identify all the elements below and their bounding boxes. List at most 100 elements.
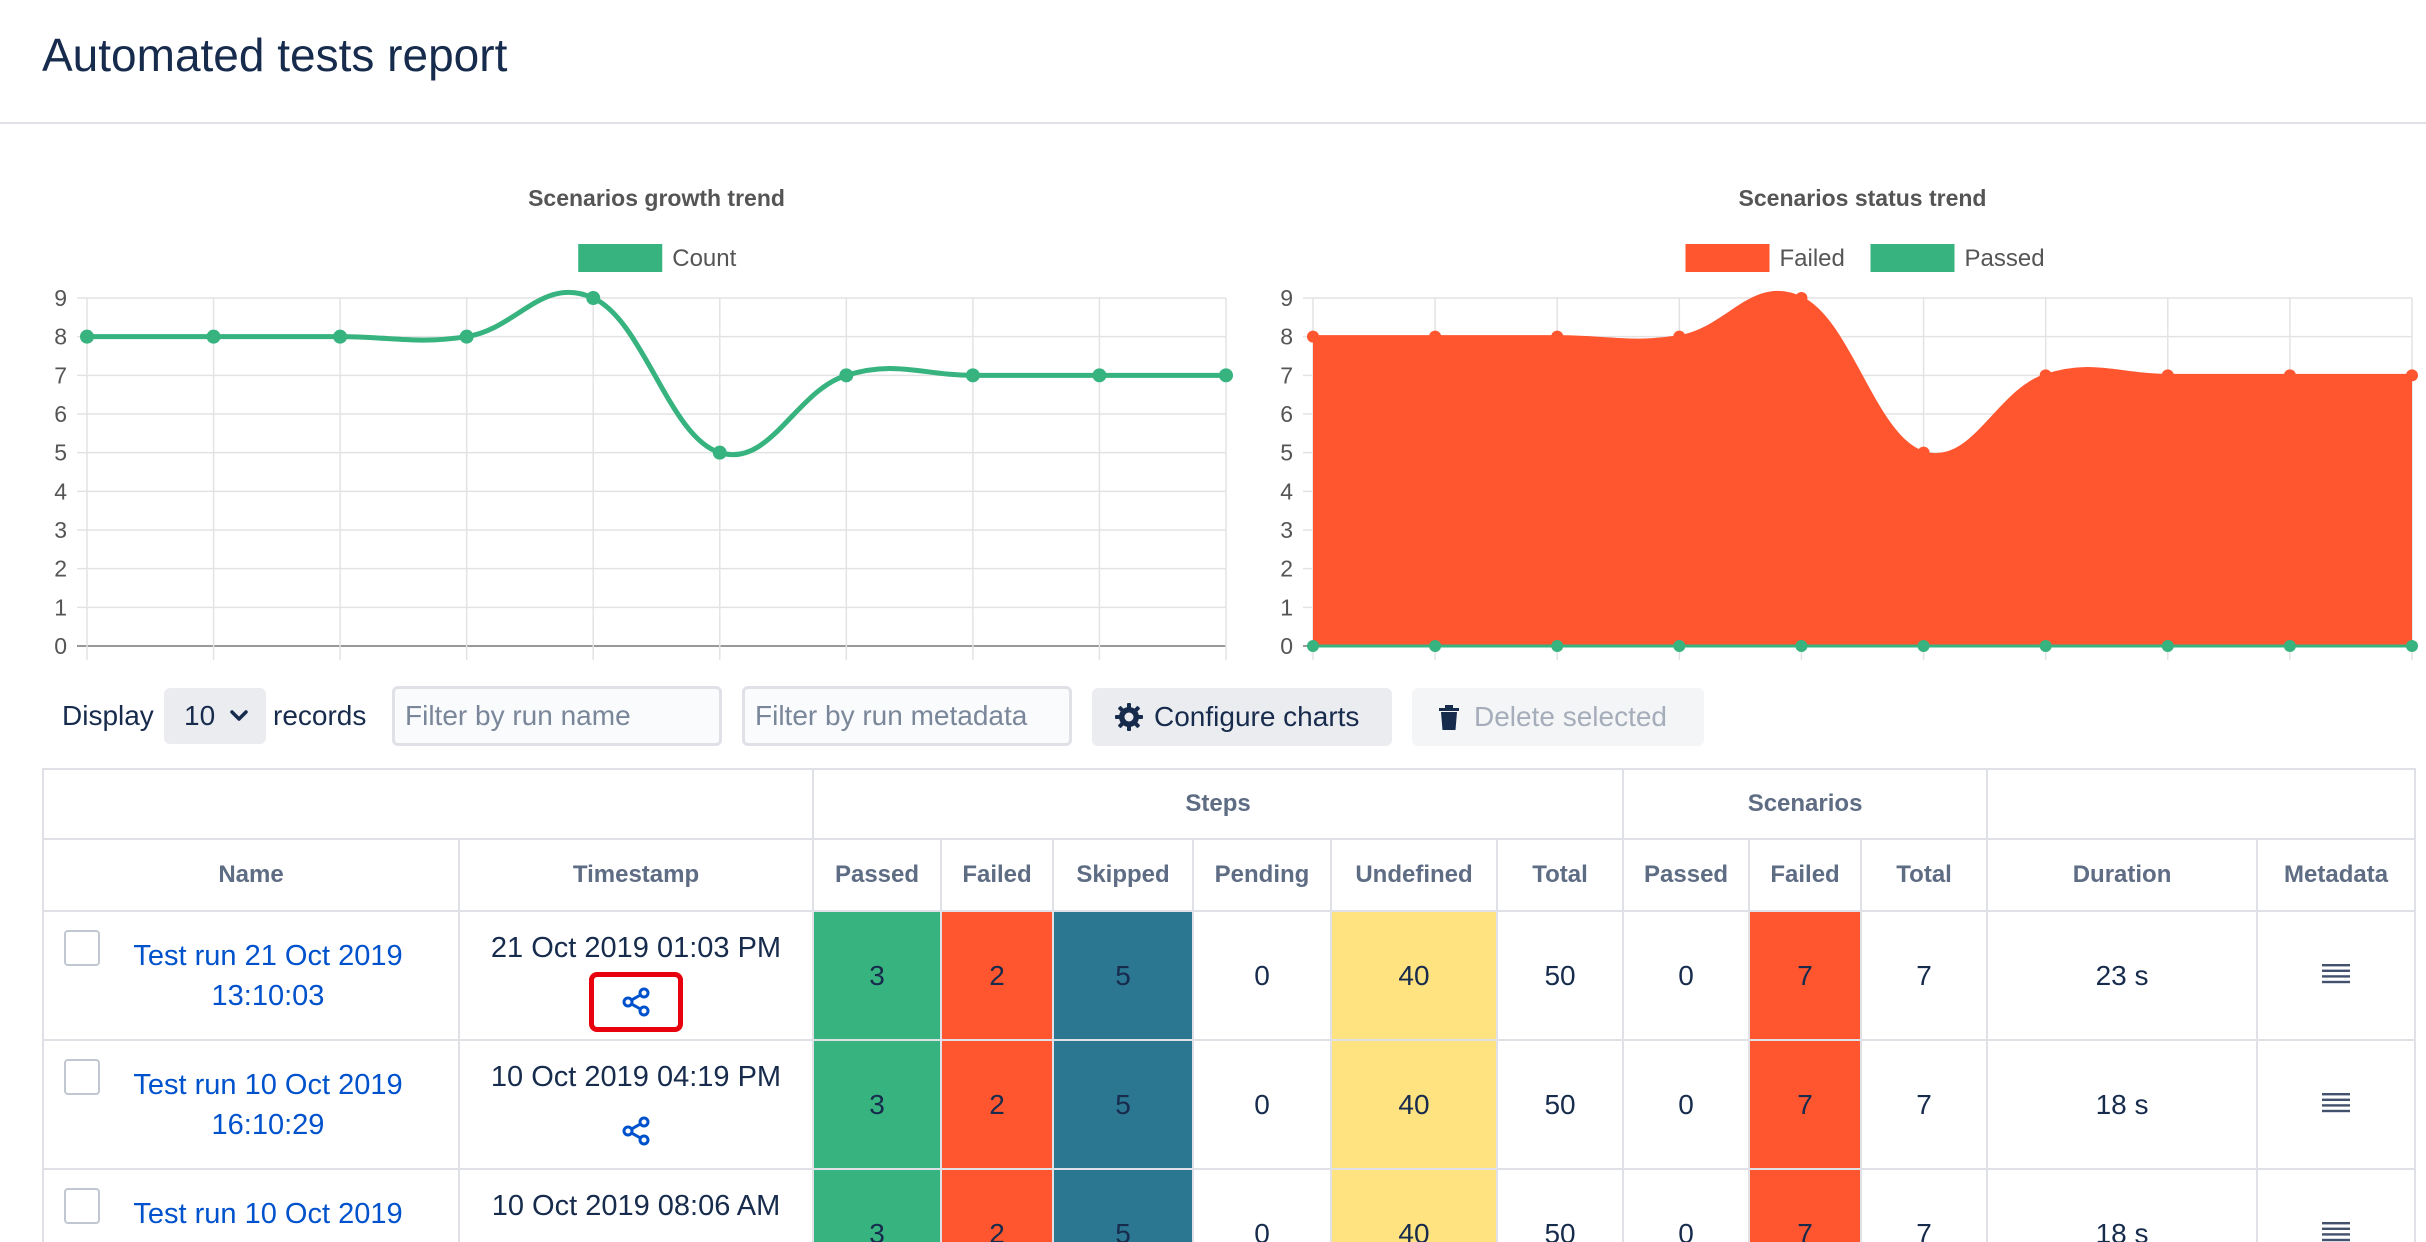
y-tick-label: 0	[54, 633, 67, 659]
scenarios-total-cell: 7	[1860, 1168, 1989, 1242]
col-scenarios-passed[interactable]: Passed	[1622, 838, 1751, 912]
col-scenarios-failed[interactable]: Failed	[1748, 838, 1863, 912]
filter-run-name-input[interactable]	[392, 686, 722, 746]
y-tick-label: 0	[1280, 633, 1293, 659]
y-tick-label: 9	[1280, 285, 1293, 311]
point-count	[1092, 368, 1107, 383]
row-checkbox[interactable]	[64, 1059, 100, 1095]
legend-swatch-count	[578, 244, 663, 272]
timestamp-cell: 21 Oct 2019 01:03 PM	[458, 910, 814, 1041]
point-failed	[2406, 369, 2418, 382]
scenarios-passed-cell: 0	[1622, 1039, 1751, 1170]
scenarios-total-cell: 7	[1860, 1039, 1989, 1170]
y-tick-label: 9	[54, 285, 67, 311]
y-tick-label: 7	[1280, 362, 1293, 388]
steps-skipped-cell: 5	[1052, 1168, 1194, 1242]
col-timestamp[interactable]: Timestamp	[458, 838, 814, 912]
scenarios-failed-cell: 7	[1748, 1168, 1863, 1242]
list-icon[interactable]	[2321, 963, 2351, 985]
point-passed	[1429, 640, 1442, 652]
col-steps-total[interactable]: Total	[1495, 838, 1625, 912]
name-cell: Test run 21 Oct 2019 13:10:03	[42, 910, 460, 1041]
run-name-link[interactable]: Test run 10 Oct 2019 16:10:29	[133, 1068, 403, 1141]
configure-charts-button[interactable]: Configure charts	[1092, 688, 1392, 746]
timestamp-text: 21 Oct 2019 01:03 PM	[490, 932, 782, 964]
steps-pending-cell: 0	[1192, 910, 1332, 1041]
point-count	[586, 291, 601, 305]
y-tick-label: 7	[54, 362, 67, 388]
records-label: records	[273, 700, 367, 731]
point-failed	[1307, 330, 1319, 343]
share-button[interactable]	[589, 972, 683, 1032]
row-checkbox[interactable]	[64, 930, 100, 966]
point-count	[1219, 368, 1233, 383]
duration-cell: 23 s	[1986, 910, 2259, 1041]
point-count	[80, 329, 94, 344]
scenarios-passed-cell: 0	[1622, 1168, 1751, 1242]
steps-failed-cell: 2	[940, 910, 1054, 1041]
trash-icon	[1439, 705, 1459, 730]
col-metadata: Metadata	[2256, 838, 2417, 912]
metadata-cell	[2256, 1168, 2417, 1242]
table-row: Test run 10 Oct 2019 16:10:29 10 Oct 201…	[42, 1039, 2417, 1170]
col-duration[interactable]: Duration	[1986, 838, 2259, 912]
steps-skipped-cell: 5	[1052, 1039, 1194, 1170]
chevron-down-icon	[230, 710, 248, 721]
filter-run-metadata-input[interactable]	[742, 686, 1072, 746]
timestamp-cell: 10 Oct 2019 04:19 PM	[458, 1039, 814, 1170]
col-steps-pending[interactable]: Pending	[1192, 838, 1332, 912]
y-tick-label: 5	[54, 440, 67, 466]
point-passed	[1307, 640, 1319, 652]
steps-failed-cell: 2	[940, 1039, 1054, 1170]
group-header-steps: Steps	[811, 768, 1625, 840]
col-steps-undefined[interactable]: Undefined	[1330, 838, 1498, 912]
col-steps-skipped[interactable]: Skipped	[1052, 838, 1194, 912]
duration-cell: 18 s	[1986, 1168, 2259, 1242]
delete-selected-button[interactable]: Delete selected	[1412, 688, 1704, 746]
row-checkbox[interactable]	[64, 1188, 100, 1224]
status-trend-chart: Scenarios status trend Failed Passed 0 1 2 3 4 5…	[1280, 185, 2418, 660]
page-size-value: 10	[184, 700, 216, 731]
steps-failed-cell: 2	[940, 1168, 1054, 1242]
page-size-select[interactable]: 10	[164, 688, 266, 744]
point-failed	[1429, 330, 1442, 343]
legend-swatch-passed	[1870, 244, 1955, 272]
point-passed	[2406, 640, 2418, 652]
legend-label-passed: Passed	[1965, 245, 2045, 272]
group-header-scenarios: Scenarios	[1622, 768, 1989, 840]
point-failed	[2039, 369, 2052, 382]
share-button[interactable]	[589, 1101, 683, 1161]
col-name[interactable]: Name	[42, 838, 460, 912]
point-failed	[1917, 446, 1930, 459]
point-passed	[1673, 640, 1686, 652]
area-failed	[1313, 292, 2412, 646]
point-count	[839, 368, 854, 383]
point-count	[333, 329, 348, 344]
point-failed	[1673, 330, 1686, 343]
steps-undefined-cell: 40	[1330, 1168, 1498, 1242]
point-failed	[2161, 369, 2174, 382]
timestamp-text: 10 Oct 2019 04:19 PM	[490, 1061, 782, 1093]
y-tick-label: 8	[54, 324, 67, 350]
steps-passed-cell: 3	[812, 1168, 942, 1242]
line-count	[86, 289, 1226, 458]
point-count	[712, 445, 727, 460]
list-icon[interactable]	[2321, 1092, 2351, 1114]
point-count	[206, 329, 221, 344]
table-column-header: Name Timestamp Passed Failed Skipped Pen…	[42, 838, 2417, 912]
col-scenarios-total[interactable]: Total	[1860, 838, 1989, 912]
share-button[interactable]	[589, 1230, 683, 1242]
steps-undefined-cell: 40	[1330, 910, 1498, 1041]
run-name-link[interactable]: Test run 21 Oct 2019 13:10:03	[133, 939, 403, 1012]
steps-passed-cell: 3	[812, 910, 942, 1041]
metadata-cell	[2256, 910, 2417, 1041]
col-steps-passed[interactable]: Passed	[812, 838, 942, 912]
scenarios-passed-cell: 0	[1622, 910, 1751, 1041]
run-name-link[interactable]: Test run 10 Oct 2019 08:10:47	[133, 1197, 403, 1242]
col-steps-failed[interactable]: Failed	[940, 838, 1054, 912]
metadata-cell	[2256, 1039, 2417, 1170]
list-icon[interactable]	[2321, 1221, 2351, 1242]
scenarios-total-cell: 7	[1860, 910, 1989, 1041]
growth-trend-chart: Scenarios growth trend Count 0 1 2 3 4 5 6 7 8 9	[54, 185, 1233, 660]
name-cell: Test run 10 Oct 2019 16:10:29	[42, 1039, 460, 1170]
